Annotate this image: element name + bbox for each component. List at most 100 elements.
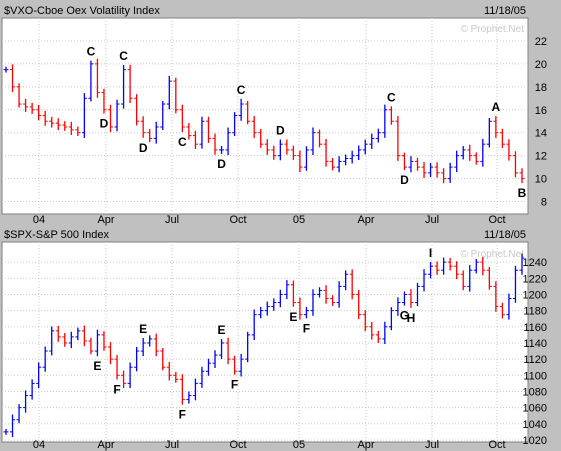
vxo-price-bar: [369, 133, 375, 150]
spx-date: 11/18/05: [484, 229, 526, 241]
vxo-price-bar: [486, 117, 492, 148]
spx-price-bar: [408, 289, 414, 308]
vxo-price-bar: [264, 139, 270, 155]
spx-plot-area: [1, 241, 529, 443]
vxo-price-bar: [245, 100, 251, 125]
spx-price-bar: [330, 295, 336, 306]
vxo-price-bar: [101, 88, 107, 114]
vxo-chart: $VXO-Cboe Oex Volatility Index 11/18/05 …: [1, 2, 547, 226]
spx-annotation-label: F: [113, 383, 120, 397]
spx-annotation-label: F: [231, 378, 238, 392]
spx-annotation-label: E: [93, 359, 101, 373]
spx-x-tick-label: Oct: [488, 439, 505, 451]
vxo-price-bar: [388, 106, 394, 125]
spx-x-axis: 04 Apr Jul Oct 05 Apr Jul Oct: [33, 439, 506, 451]
vxo-price-bar: [343, 154, 349, 166]
spx-price-bar: [62, 333, 68, 347]
spx-y-tick-label: 1120: [523, 354, 547, 366]
vxo-price-bar: [336, 156, 342, 173]
vxo-price-bar: [192, 130, 198, 150]
vxo-x-tick-label: Oct: [229, 214, 246, 226]
vxo-price-bar: [108, 104, 114, 132]
spx-y-tick-label: 1060: [523, 403, 547, 415]
vxo-price-bar: [375, 128, 381, 143]
vxo-annotations: C D C D C D C D C D A B: [87, 45, 527, 200]
spx-price-bar: [349, 269, 355, 300]
spx-price-bar: [441, 257, 447, 275]
spx-price-bar: [382, 321, 388, 345]
spx-y-tick-label: 1080: [523, 386, 547, 398]
spx-price-bar: [506, 293, 512, 320]
spx-watermark: © Prophet.Net: [460, 249, 524, 260]
spx-price-bar: [29, 379, 35, 400]
spx-price-bar: [343, 270, 349, 291]
vxo-price-bar: [205, 116, 211, 143]
vxo-y-axis: 8 10 12 14 16 18 20 22: [535, 36, 547, 209]
vxo-price-bar: [212, 133, 218, 155]
spx-annotation-label: E: [139, 322, 147, 336]
spx-price-bar: [75, 327, 81, 341]
vxo-price-bar: [153, 121, 159, 144]
spx-price-bar: [375, 330, 381, 343]
vxo-price-bar: [68, 121, 74, 136]
vxo-price-bar: [414, 157, 420, 171]
vxo-x-tick-label: Oct: [488, 214, 505, 226]
spx-annotation-label: E: [218, 323, 226, 337]
vxo-price-bar: [460, 146, 466, 160]
vxo-price-bar: [434, 162, 440, 178]
spx-y-tick-label: 1020: [523, 435, 547, 447]
spx-price-bar: [186, 391, 192, 404]
spx-y-tick-label: 1200: [523, 289, 547, 301]
spx-price-bar: [493, 281, 499, 312]
spx-price-bar: [199, 366, 205, 388]
vxo-price-bar: [277, 139, 283, 161]
spx-price-bar: [284, 280, 290, 300]
vxo-grid: [2, 18, 528, 226]
spx-price-bar: [362, 310, 368, 332]
spx-price-bar: [68, 331, 74, 349]
vxo-annotation-label: B: [518, 186, 527, 200]
spx-price-bar: [245, 331, 251, 363]
vxo-price-bar: [81, 93, 87, 138]
vxo-price-bars: [3, 58, 525, 184]
spx-x-tick-label: Jul: [425, 439, 439, 451]
vxo-price-bar: [55, 118, 61, 130]
spx-price-bar: [512, 265, 518, 303]
spx-price-bar: [10, 414, 16, 438]
vxo-annotation-label: C: [119, 49, 128, 63]
spx-price-bar: [219, 339, 225, 360]
vxo-price-bar: [16, 83, 22, 108]
spx-price-bar: [36, 362, 42, 389]
vxo-price-bar: [199, 116, 205, 149]
vxo-annotation-label: D: [100, 117, 109, 131]
vxo-price-bar: [134, 94, 140, 126]
vxo-annotation-label: C: [237, 83, 246, 97]
vxo-price-bar: [114, 99, 120, 132]
vxo-price-bar: [447, 162, 453, 183]
vxo-price-bar: [330, 158, 336, 171]
spx-price-bar: [519, 253, 525, 275]
vxo-price-bar: [395, 115, 401, 161]
vxo-y-tick-label: 16: [535, 105, 547, 117]
vxo-x-tick-label: Apr: [97, 214, 114, 226]
vxo-x-tick-label: Apr: [357, 214, 374, 226]
vxo-annotation-label: C: [87, 45, 96, 59]
vxo-price-bar: [10, 64, 16, 93]
spx-annotation-label: I: [429, 246, 432, 260]
vxo-price-bar: [519, 168, 525, 184]
vxo-price-bar: [258, 129, 264, 148]
vxo-x-axis: 04 Apr Jul Oct 05 Apr Jul Oct: [33, 214, 506, 226]
spx-y-tick-label: 1160: [523, 322, 547, 334]
spx-price-bar: [49, 326, 55, 356]
vxo-price-bar: [382, 104, 388, 138]
spx-price-bar: [42, 346, 48, 372]
vxo-price-bar: [3, 66, 9, 73]
vxo-price-bar: [179, 104, 185, 133]
vxo-price-bar: [238, 98, 244, 121]
spx-price-bar: [310, 289, 316, 316]
vxo-y-tick-label: 10: [535, 174, 547, 186]
spx-price-bar: [264, 301, 270, 316]
spx-annotation-label: H: [407, 311, 416, 325]
vxo-x-tick-label: 05: [293, 214, 305, 226]
